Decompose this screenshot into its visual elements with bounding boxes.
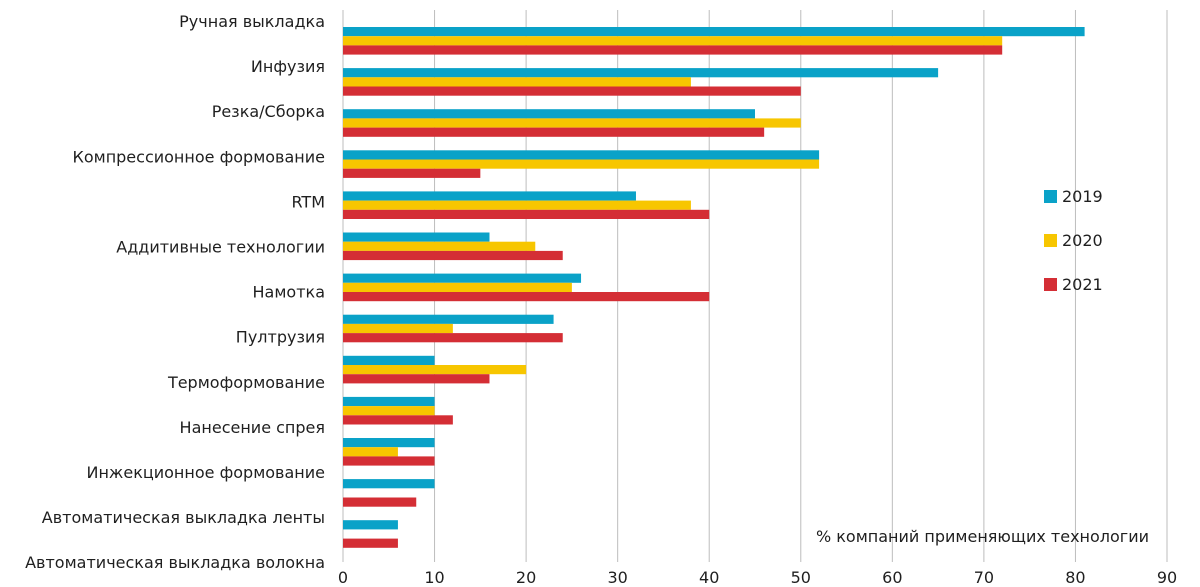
category-label: Нанесение спрея bbox=[180, 418, 325, 437]
legend-label: 2020 bbox=[1062, 231, 1103, 250]
bar-2020 bbox=[343, 282, 572, 292]
bar-2020 bbox=[343, 447, 398, 457]
x-axis-label: % компаний применяющих технологии bbox=[816, 527, 1149, 546]
x-tick-label: 10 bbox=[424, 568, 444, 587]
x-tick-label: 80 bbox=[1065, 568, 1085, 587]
bar-2021 bbox=[343, 209, 710, 219]
bar-2021 bbox=[343, 250, 563, 261]
bar-2021 bbox=[343, 127, 765, 137]
category-label: Ручная выкладка bbox=[179, 12, 325, 31]
bar-2020 bbox=[343, 159, 820, 169]
legend-swatch-2020 bbox=[1044, 234, 1057, 247]
category-label: Термоформование bbox=[167, 373, 325, 392]
bar-2020 bbox=[343, 200, 691, 210]
bar-2020 bbox=[343, 241, 536, 251]
bar-2019 bbox=[343, 396, 435, 407]
category-label: RTM bbox=[291, 192, 325, 211]
category-label: Инжекционное формование bbox=[87, 463, 326, 482]
bar-2021 bbox=[343, 497, 417, 507]
bar-2019 bbox=[343, 273, 582, 283]
bar-2021 bbox=[343, 456, 435, 466]
category-label: Резка/Сборка bbox=[212, 102, 325, 121]
grid-lines bbox=[342, 10, 1168, 562]
bar-2020 bbox=[343, 365, 527, 375]
bar-2019 bbox=[343, 520, 398, 530]
bar-2019 bbox=[343, 68, 939, 78]
legend-swatch-2019 bbox=[1044, 190, 1057, 203]
bar-2019 bbox=[343, 314, 554, 324]
x-tick-label: 90 bbox=[1157, 568, 1177, 587]
legend: 2019 2020 2021 bbox=[1044, 187, 1103, 294]
bar-2019 bbox=[343, 232, 490, 242]
bar-2019 bbox=[343, 150, 820, 160]
legend-label: 2019 bbox=[1062, 187, 1103, 206]
bar-2020 bbox=[343, 118, 801, 128]
x-tick-label: 0 bbox=[338, 568, 348, 587]
x-tick-label: 60 bbox=[882, 568, 902, 587]
legend-label: 2021 bbox=[1062, 275, 1103, 294]
category-label: Автоматическая выкладка ленты bbox=[42, 508, 325, 527]
bar-2019 bbox=[343, 191, 636, 201]
bar-2019 bbox=[343, 438, 435, 448]
bars bbox=[343, 27, 1085, 548]
bar-2021 bbox=[343, 86, 801, 96]
category-label: Пултрузия bbox=[236, 328, 325, 347]
category-labels: Ручная выкладка Инфузия Резка/Сборка Компре… bbox=[25, 12, 325, 572]
bar-2021 bbox=[343, 45, 1003, 55]
bar-2021 bbox=[343, 538, 398, 548]
x-tick-labels: 0 10 20 30 40 50 60 70 80 90 bbox=[338, 568, 1177, 587]
bar-2021 bbox=[343, 415, 453, 425]
category-label: Аддитивные технологии bbox=[116, 238, 325, 257]
x-tick-label: 50 bbox=[791, 568, 811, 587]
bar-2019 bbox=[343, 479, 435, 489]
x-tick-label: 20 bbox=[516, 568, 536, 587]
bar-2020 bbox=[343, 77, 691, 87]
bar-2019 bbox=[343, 109, 755, 119]
category-label: Намотка bbox=[253, 283, 325, 302]
bar-2021 bbox=[343, 374, 490, 384]
x-tick-label: 30 bbox=[607, 568, 627, 587]
x-tick-label: 40 bbox=[699, 568, 719, 587]
legend-swatch-2021 bbox=[1044, 278, 1057, 291]
bar-2021 bbox=[343, 333, 563, 343]
x-tick-label: 70 bbox=[974, 568, 994, 587]
bar-2019 bbox=[343, 27, 1085, 37]
bar-2020 bbox=[343, 406, 435, 416]
category-label: Инфузия bbox=[251, 57, 325, 76]
bar-2019 bbox=[343, 355, 435, 365]
category-label: Компрессионное формование bbox=[72, 147, 325, 166]
bar-2021 bbox=[343, 292, 710, 302]
bar-2020 bbox=[343, 36, 1003, 46]
category-label: Автоматическая выкладка волокна bbox=[25, 553, 325, 572]
bar-2020 bbox=[343, 323, 453, 334]
bar-2021 bbox=[343, 168, 481, 178]
